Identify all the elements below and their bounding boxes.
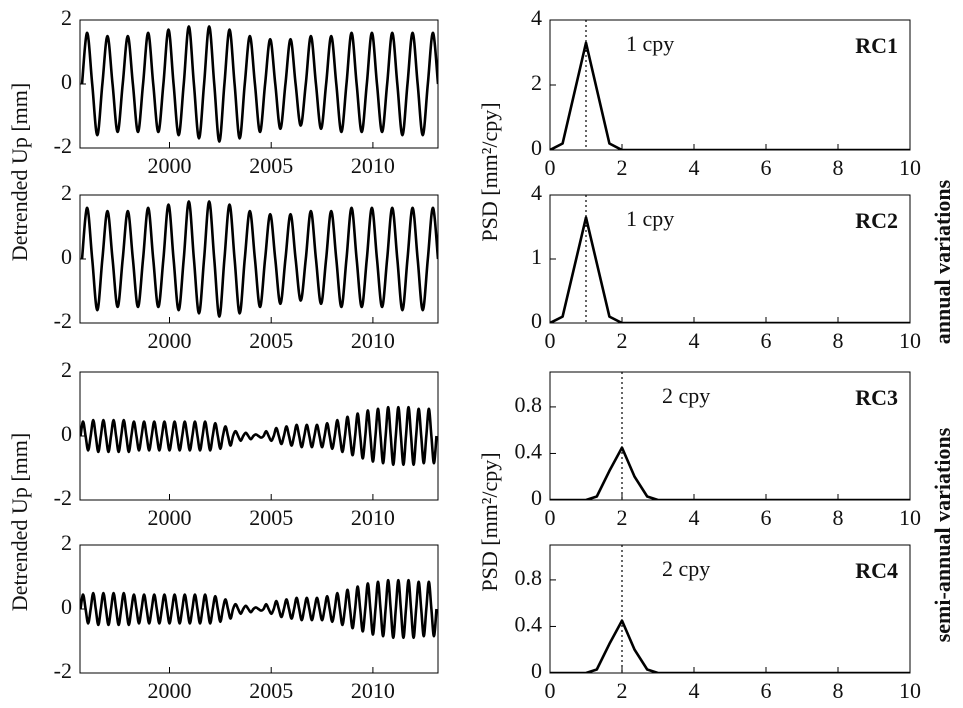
x-tick-label: 0 <box>545 328 556 353</box>
x-tick-label: 2005 <box>249 678 293 703</box>
x-tick-label: 2010 <box>351 678 395 703</box>
x-tick-label: 2 <box>617 155 628 180</box>
y-axis-label: Detrended Up [mm] <box>7 433 32 611</box>
x-tick-label: 2 <box>617 328 628 353</box>
x-tick-label: 8 <box>833 505 844 530</box>
y-tick-label: 4 <box>531 5 542 30</box>
data-line <box>550 41 910 150</box>
y-tick-label: 0 <box>531 135 542 160</box>
x-tick-label: 10 <box>899 328 921 353</box>
x-tick-label: 8 <box>833 678 844 703</box>
annotation: 2 cpy <box>662 383 710 408</box>
side-label: annual variations <box>930 179 955 344</box>
data-line <box>80 200 438 318</box>
x-tick-label: 0 <box>545 505 556 530</box>
y-tick-label: 0.8 <box>515 392 543 417</box>
y-tick-label: 0.4 <box>515 439 543 464</box>
side-label: semi-annual variations <box>930 427 955 642</box>
x-tick-label: 4 <box>689 328 700 353</box>
x-tick-label: 2005 <box>249 153 293 178</box>
x-tick-label: 2010 <box>351 328 395 353</box>
x-tick-label: 2000 <box>148 678 192 703</box>
annotation: 2 cpy <box>662 556 710 581</box>
x-tick-label: 2005 <box>249 328 293 353</box>
x-tick-label: 6 <box>761 155 772 180</box>
x-tick-label: 8 <box>833 328 844 353</box>
y-tick-label: 2 <box>61 357 72 382</box>
axes-frame <box>549 371 911 501</box>
x-tick-label: 4 <box>689 678 700 703</box>
y-axis-label: Detrended Up [mm] <box>7 83 32 261</box>
panel-label: RC1 <box>855 33 898 58</box>
y-tick-label: 0 <box>61 594 72 619</box>
x-tick-label: 2000 <box>148 505 192 530</box>
x-tick-label: 10 <box>899 155 921 180</box>
y-tick-label: -2 <box>54 133 72 158</box>
y-tick-label: 2 <box>61 530 72 555</box>
x-tick-label: 2000 <box>148 153 192 178</box>
y-tick-label: 2 <box>61 180 72 205</box>
y-tick-label: 0 <box>531 658 542 683</box>
x-tick-label: 2010 <box>351 153 395 178</box>
x-tick-label: 4 <box>689 155 700 180</box>
data-line <box>550 619 910 673</box>
x-tick-label: 2000 <box>148 328 192 353</box>
data-line <box>550 216 910 323</box>
y-axis-label: PSD [mm²/cpy] <box>477 102 502 241</box>
x-tick-label: 6 <box>761 328 772 353</box>
data-line <box>80 25 438 143</box>
data-line <box>550 446 910 500</box>
y-tick-label: 2 <box>531 70 542 95</box>
panel-label: RC4 <box>855 558 898 583</box>
x-tick-label: 4 <box>689 505 700 530</box>
y-tick-label: 4 <box>531 180 542 205</box>
x-tick-label: 0 <box>545 678 556 703</box>
y-tick-label: 0 <box>61 244 72 269</box>
y-tick-label: 0.8 <box>515 565 543 590</box>
y-tick-label: 0 <box>531 485 542 510</box>
y-tick-label: 0 <box>61 421 72 446</box>
y-tick-label: 1 <box>531 244 542 269</box>
x-tick-label: 8 <box>833 155 844 180</box>
x-tick-label: 0 <box>545 155 556 180</box>
axes-frame <box>549 544 911 674</box>
y-tick-label: 0.4 <box>515 612 543 637</box>
x-tick-label: 2005 <box>249 505 293 530</box>
panel-label: RC3 <box>855 385 898 410</box>
panel-label: RC2 <box>855 208 898 233</box>
x-tick-label: 10 <box>899 678 921 703</box>
x-tick-label: 2 <box>617 505 628 530</box>
annotation: 1 cpy <box>626 31 674 56</box>
x-tick-label: 10 <box>899 505 921 530</box>
y-tick-label: -2 <box>54 485 72 510</box>
data-line <box>80 405 438 467</box>
data-line <box>80 578 438 640</box>
y-axis-label: PSD [mm²/cpy] <box>477 452 502 591</box>
annotation: 1 cpy <box>626 206 674 231</box>
y-tick-label: 0 <box>531 308 542 333</box>
y-tick-label: 2 <box>61 5 72 30</box>
y-tick-label: -2 <box>54 658 72 683</box>
y-tick-label: -2 <box>54 308 72 333</box>
x-tick-label: 6 <box>761 678 772 703</box>
y-tick-label: 0 <box>61 69 72 94</box>
x-tick-label: 2 <box>617 678 628 703</box>
x-tick-label: 6 <box>761 505 772 530</box>
x-tick-label: 2010 <box>351 505 395 530</box>
